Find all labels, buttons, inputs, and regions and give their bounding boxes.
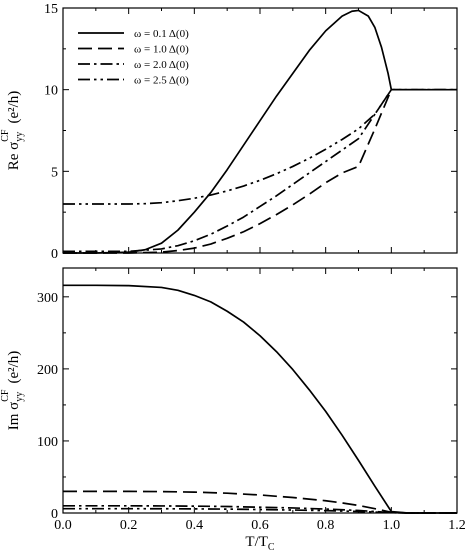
y-axis-label: Re σyyCF (e²/h) [0,91,25,171]
x-tick-label: 1.2 [448,518,466,533]
plot-frame [62,267,458,514]
y-axis-label-sub: yy [14,392,25,402]
y-axis-label-unit: (e²/h) [6,91,22,124]
y-tick-label: 0 [51,247,58,262]
legend-label-2: ω = 1.0 Δ(0) [134,44,189,56]
y-axis-label-unit: (e²/h) [6,351,22,384]
x-axis-label: T/TC [245,534,275,553]
legend-label-1: ω = 0.1 Δ(0) [134,28,189,40]
x-tick-label: 1.0 [383,518,401,533]
y-tick-label: 300 [37,291,58,306]
y-tick-label: 100 [37,435,58,450]
x-tick-label: 0.8 [317,518,335,533]
x-tick-label: 0.4 [186,518,204,533]
y-axis-label: Im σyyCF (e²/h) [0,351,25,431]
y-tick-label: 10 [44,84,58,99]
y-tick-label: 15 [44,2,58,17]
y-axis-label-sub: yy [14,132,25,142]
y-axis-label-main: Im σ [6,402,22,431]
x-tick-label: 0.0 [54,518,72,533]
y-tick-label: 200 [37,363,58,378]
y-axis-label-sup: CF [0,129,11,142]
plot-frame [62,7,458,254]
legend-label-3: ω = 2.0 Δ(0) [134,59,189,71]
y-axis-label-main: Re σ [6,142,22,171]
bottom-panel: 0.0 0.2 0.4 0.6 0.8 1.0 1.2 0 100 200 300 Im σyyCF (… [0,267,466,553]
series-line-4 [63,88,457,205]
legend: ω = 0.1 Δ(0) ω = 1.0 Δ(0) ω = 2.0 Δ(0) ω = … [78,28,189,87]
series-line-1 [63,284,457,514]
legend-label-4: ω = 2.5 Δ(0) [134,75,189,87]
x-axis-label-sub: C [268,542,275,553]
series-line-2 [63,88,457,254]
series-line-3 [63,88,457,253]
y-tick-label: 5 [51,165,58,180]
y-axis-label-sup: CF [0,389,11,402]
y-tick-label: 0 [51,507,58,522]
top-panel: 0 5 10 15 Re σyyCF (e²/h) ω = 0.1 Δ(0) ω = 1.0 … [0,2,458,262]
x-tick-label: 0.2 [120,518,138,533]
series-line-1 [63,9,457,254]
x-axis-label-main: T/T [245,534,268,550]
x-tick-label: 0.6 [251,518,269,533]
